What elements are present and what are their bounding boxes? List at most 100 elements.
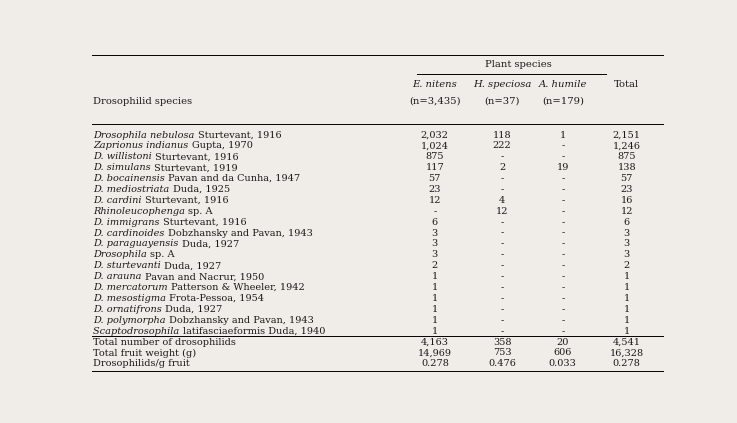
Text: (n=179): (n=179) <box>542 97 584 106</box>
Text: 2,032: 2,032 <box>421 131 449 140</box>
Text: 1: 1 <box>624 316 630 325</box>
Text: Sturtevant, 1919: Sturtevant, 1919 <box>154 163 237 172</box>
Text: -: - <box>561 250 565 259</box>
Text: 4,163: 4,163 <box>421 338 449 346</box>
Text: D. ornatifrons: D. ornatifrons <box>94 305 165 314</box>
Text: -: - <box>561 152 565 161</box>
Text: 117: 117 <box>425 163 444 172</box>
Text: 1: 1 <box>432 327 438 336</box>
Text: 3: 3 <box>432 239 438 248</box>
Text: -: - <box>500 305 504 314</box>
Text: sp. A: sp. A <box>150 250 175 259</box>
Text: -: - <box>500 316 504 325</box>
Text: -: - <box>561 141 565 151</box>
Text: -: - <box>561 228 565 238</box>
Text: D. arauna: D. arauna <box>94 272 145 281</box>
Text: sp. A: sp. A <box>189 207 213 216</box>
Text: Total fruit weight (g): Total fruit weight (g) <box>94 349 196 357</box>
Text: 3: 3 <box>624 228 630 238</box>
Text: 3: 3 <box>624 239 630 248</box>
Text: -: - <box>500 185 504 194</box>
Text: D. cardinoides: D. cardinoides <box>94 228 168 238</box>
Text: Sturtevant, 1916: Sturtevant, 1916 <box>198 131 282 140</box>
Text: (n=37): (n=37) <box>484 97 520 106</box>
Text: 1: 1 <box>432 294 438 303</box>
Text: 222: 222 <box>493 141 511 151</box>
Text: Duda, 1927: Duda, 1927 <box>164 261 221 270</box>
Text: 4,541: 4,541 <box>612 338 640 346</box>
Text: 0.278: 0.278 <box>421 360 449 368</box>
Text: 1: 1 <box>624 327 630 336</box>
Text: 875: 875 <box>425 152 444 161</box>
Text: D. mediostriata: D. mediostriata <box>94 185 172 194</box>
Text: -: - <box>561 305 565 314</box>
Text: -: - <box>433 207 436 216</box>
Text: Sturtevant, 1916: Sturtevant, 1916 <box>156 152 239 161</box>
Text: -: - <box>500 327 504 336</box>
Text: -: - <box>561 283 565 292</box>
Text: Total number of drosophilids: Total number of drosophilids <box>94 338 236 346</box>
Text: Drosophilid species: Drosophilid species <box>94 97 192 106</box>
Text: 1: 1 <box>559 131 566 140</box>
Text: 6: 6 <box>432 218 438 227</box>
Text: 57: 57 <box>429 174 441 183</box>
Text: -: - <box>561 207 565 216</box>
Text: -: - <box>500 294 504 303</box>
Text: 2: 2 <box>499 163 506 172</box>
Text: -: - <box>561 272 565 281</box>
Text: E. nitens: E. nitens <box>413 80 457 89</box>
Text: Sturtevant, 1916: Sturtevant, 1916 <box>163 218 246 227</box>
Text: -: - <box>500 218 504 227</box>
Text: 1: 1 <box>624 272 630 281</box>
Text: -: - <box>561 174 565 183</box>
Text: -: - <box>500 239 504 248</box>
Text: 875: 875 <box>618 152 636 161</box>
Text: D. sturtevanti: D. sturtevanti <box>94 261 164 270</box>
Text: 12: 12 <box>621 207 633 216</box>
Text: 3: 3 <box>624 250 630 259</box>
Text: Dobzhansky and Pavan, 1943: Dobzhansky and Pavan, 1943 <box>168 228 312 238</box>
Text: Dobzhansky and Pavan, 1943: Dobzhansky and Pavan, 1943 <box>169 316 314 325</box>
Text: 23: 23 <box>429 185 441 194</box>
Text: -: - <box>500 250 504 259</box>
Text: 0.278: 0.278 <box>612 360 640 368</box>
Text: -: - <box>500 174 504 183</box>
Text: Pavan and da Cunha, 1947: Pavan and da Cunha, 1947 <box>168 174 300 183</box>
Text: -: - <box>561 196 565 205</box>
Text: 1: 1 <box>432 305 438 314</box>
Text: -: - <box>561 327 565 336</box>
Text: Duda, 1925: Duda, 1925 <box>172 185 230 194</box>
Text: 23: 23 <box>621 185 633 194</box>
Text: D. mesostigma: D. mesostigma <box>94 294 170 303</box>
Text: 19: 19 <box>556 163 569 172</box>
Text: 20: 20 <box>556 338 569 346</box>
Text: -: - <box>500 261 504 270</box>
Text: D. simulans: D. simulans <box>94 163 154 172</box>
Text: 0.033: 0.033 <box>549 360 577 368</box>
Text: 118: 118 <box>493 131 511 140</box>
Text: D. paraguayensis: D. paraguayensis <box>94 239 182 248</box>
Text: -: - <box>500 283 504 292</box>
Text: D. mercatorum: D. mercatorum <box>94 283 171 292</box>
Text: 2: 2 <box>624 261 630 270</box>
Text: 1,024: 1,024 <box>421 141 449 151</box>
Text: 1: 1 <box>432 272 438 281</box>
Text: D. bocainensis: D. bocainensis <box>94 174 168 183</box>
Text: 0.476: 0.476 <box>489 360 516 368</box>
Text: 12: 12 <box>429 196 441 205</box>
Text: D. cardini: D. cardini <box>94 196 145 205</box>
Text: Sturtevant, 1916: Sturtevant, 1916 <box>145 196 228 205</box>
Text: D. willistoni: D. willistoni <box>94 152 156 161</box>
Text: 12: 12 <box>496 207 509 216</box>
Text: 1: 1 <box>432 316 438 325</box>
Text: 753: 753 <box>493 349 511 357</box>
Text: -: - <box>500 228 504 238</box>
Text: 2: 2 <box>432 261 438 270</box>
Text: 14,969: 14,969 <box>418 349 452 357</box>
Text: 138: 138 <box>618 163 636 172</box>
Text: 57: 57 <box>621 174 633 183</box>
Text: Scaptodrosophila: Scaptodrosophila <box>94 327 183 336</box>
Text: 6: 6 <box>624 218 630 227</box>
Text: A. humile: A. humile <box>539 80 587 89</box>
Text: 4: 4 <box>499 196 506 205</box>
